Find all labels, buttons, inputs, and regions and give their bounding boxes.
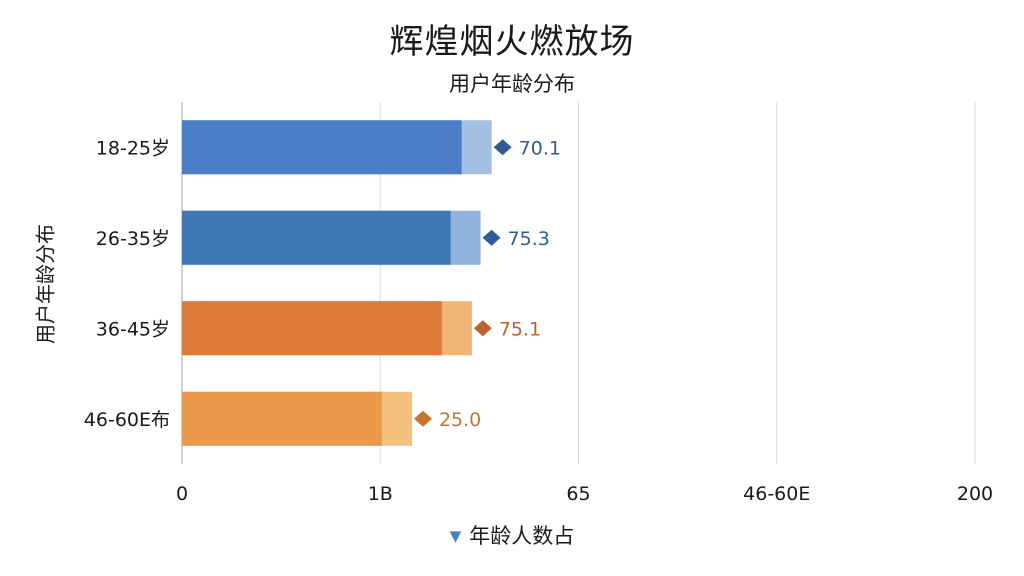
data-label: 25.0	[439, 409, 481, 431]
x-tick-label: 200	[957, 483, 993, 505]
x-tick-label: 46-60E	[743, 483, 810, 505]
data-label: 70.1	[519, 137, 561, 159]
data-marker	[493, 139, 512, 156]
bar	[182, 301, 442, 356]
category-label: 18-25岁	[96, 137, 170, 159]
legend-marker-icon: ▼	[449, 527, 462, 545]
x-tick-label: 65	[566, 483, 590, 505]
x-tick-label: 1B	[368, 483, 393, 505]
category-label: 46-60E布	[84, 409, 170, 431]
category-label: 26-35岁	[96, 228, 170, 250]
data-marker	[482, 229, 501, 246]
legend-label: 年龄人数占	[469, 524, 575, 548]
data-label: 75.3	[508, 228, 550, 250]
bar	[182, 210, 451, 265]
legend: ▼ 年龄人数占	[0, 520, 1024, 550]
chart-subtitle: 用户年龄分布	[449, 72, 575, 96]
data-label: 75.1	[499, 318, 541, 340]
x-tick-label: 0	[176, 483, 188, 505]
data-marker	[473, 320, 492, 337]
bar	[182, 391, 382, 446]
bar	[182, 120, 462, 175]
data-marker	[413, 410, 432, 427]
category-label: 36-45岁	[96, 318, 170, 340]
chart-title: 辉煌烟火燃放场	[389, 22, 635, 62]
